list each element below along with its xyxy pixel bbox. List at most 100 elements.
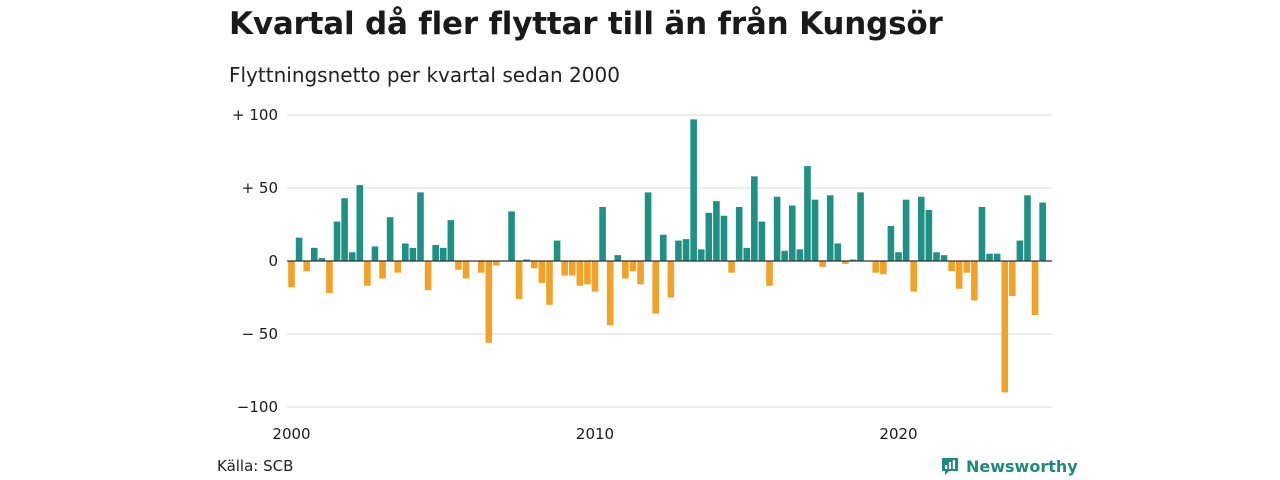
bar xyxy=(432,244,439,261)
bar xyxy=(917,196,925,261)
bar xyxy=(637,261,644,285)
bar xyxy=(553,240,561,261)
bar xyxy=(682,239,690,261)
bar xyxy=(629,261,637,272)
source-note: Källa: SCB xyxy=(217,457,294,475)
bar xyxy=(379,261,386,279)
bar xyxy=(371,246,379,261)
bar xyxy=(447,220,455,261)
x-tick-label: 2000 xyxy=(272,425,310,443)
bar xyxy=(568,261,576,276)
bar xyxy=(955,261,963,289)
y-tick-label: − 50 xyxy=(242,325,278,343)
bar xyxy=(424,261,432,291)
bar xyxy=(538,261,546,283)
chart-subtitle: Flyttningsnetto per kvartal sedan 2000 xyxy=(229,63,620,87)
bar xyxy=(386,217,394,261)
bar xyxy=(819,261,826,267)
bar xyxy=(902,199,910,261)
bar xyxy=(963,261,971,273)
bar xyxy=(614,255,622,261)
bar xyxy=(872,261,880,273)
bar xyxy=(318,258,326,261)
bar xyxy=(667,261,675,298)
y-tick-label: + 50 xyxy=(242,179,278,197)
bar xyxy=(599,206,606,261)
chart-title: Kvartal då fler flyttar till än från Kun… xyxy=(229,6,943,42)
bar xyxy=(773,196,781,261)
bar xyxy=(485,261,493,343)
bar xyxy=(295,237,303,261)
bar xyxy=(834,243,842,261)
bar xyxy=(788,205,796,261)
brand-name: Newsworthy xyxy=(966,456,1078,476)
bar xyxy=(584,261,591,285)
bar xyxy=(728,261,735,273)
bar xyxy=(341,198,348,261)
bar xyxy=(310,247,318,261)
bar xyxy=(887,225,895,261)
bar xyxy=(720,215,728,261)
bar xyxy=(940,255,948,261)
bar xyxy=(417,192,424,261)
bar xyxy=(348,252,356,261)
bar xyxy=(659,234,667,261)
bar xyxy=(364,261,371,286)
bar xyxy=(758,221,766,261)
bars xyxy=(288,119,1046,393)
bar xyxy=(493,261,500,266)
bar xyxy=(644,192,652,261)
newsworthy-icon xyxy=(942,458,958,475)
y-tick-label: + 100 xyxy=(232,106,278,124)
bar xyxy=(978,206,986,261)
bar xyxy=(622,261,629,279)
bar xyxy=(849,259,857,261)
bar xyxy=(439,247,447,261)
bar xyxy=(288,261,295,288)
bar xyxy=(606,261,614,326)
bar xyxy=(1009,261,1016,297)
bar xyxy=(713,201,720,261)
bar xyxy=(462,261,470,279)
bar xyxy=(880,261,887,275)
bar xyxy=(766,261,773,286)
bar xyxy=(394,261,402,273)
bar xyxy=(591,261,599,292)
bar xyxy=(356,185,364,261)
bar xyxy=(705,212,713,261)
bar xyxy=(796,249,804,261)
bar xyxy=(1039,202,1046,261)
bar xyxy=(675,240,682,261)
bar xyxy=(1024,195,1031,261)
bar xyxy=(910,261,917,292)
bar xyxy=(948,261,955,272)
bar xyxy=(697,249,705,261)
bar xyxy=(690,119,697,261)
bar xyxy=(455,261,462,270)
bar xyxy=(804,166,811,261)
bar xyxy=(409,247,417,261)
bar xyxy=(303,261,310,272)
axes: + 100 + 50 0 − 50 −100 2000 2010 2020 xyxy=(232,106,1052,443)
bar xyxy=(895,252,902,261)
bar xyxy=(811,199,819,261)
bar xyxy=(652,261,659,314)
bar xyxy=(933,252,940,261)
bar xyxy=(842,261,849,264)
bar xyxy=(751,176,758,261)
bar xyxy=(508,211,515,261)
bar xyxy=(1016,240,1024,261)
bar xyxy=(546,261,553,305)
bar xyxy=(743,247,751,261)
bar xyxy=(993,253,1001,261)
bar xyxy=(402,243,409,261)
bar xyxy=(971,261,978,301)
gridlines xyxy=(287,114,1052,408)
x-tick-label: 2020 xyxy=(879,425,917,443)
bar xyxy=(735,206,743,261)
bar xyxy=(515,261,523,299)
bar xyxy=(925,209,933,261)
bar xyxy=(1031,261,1039,316)
bar xyxy=(477,261,485,273)
bar xyxy=(576,261,584,286)
